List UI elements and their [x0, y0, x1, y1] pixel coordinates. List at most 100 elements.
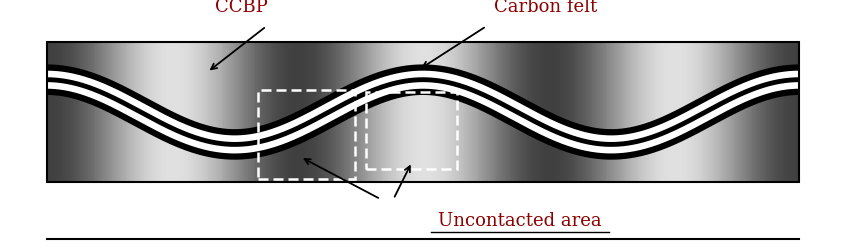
Bar — [269, 42, 272, 182]
Bar — [453, 42, 456, 182]
Bar — [777, 42, 780, 182]
Bar — [480, 42, 482, 182]
Bar — [728, 42, 731, 182]
Bar — [194, 42, 196, 182]
Bar — [764, 42, 766, 182]
Bar — [684, 42, 687, 182]
Bar — [592, 42, 595, 182]
Bar — [105, 42, 107, 182]
Bar — [796, 42, 799, 182]
Bar — [717, 42, 719, 182]
Bar — [82, 42, 85, 182]
Bar — [125, 42, 129, 182]
Bar — [464, 42, 467, 182]
Bar — [102, 42, 104, 182]
Bar — [437, 42, 439, 182]
Bar — [423, 42, 426, 182]
Bar — [675, 42, 678, 182]
Bar — [289, 42, 292, 182]
Bar — [317, 42, 321, 182]
Bar — [163, 42, 166, 182]
Bar — [438, 42, 441, 182]
Bar — [489, 42, 492, 182]
Bar — [239, 42, 241, 182]
Bar — [711, 42, 714, 182]
Bar — [756, 42, 759, 182]
Bar — [715, 42, 717, 182]
Bar — [114, 42, 117, 182]
Bar — [463, 42, 465, 182]
Bar — [67, 42, 70, 182]
Bar — [551, 42, 554, 182]
Bar — [157, 42, 160, 182]
Bar — [167, 42, 170, 182]
Bar — [214, 42, 217, 182]
Bar — [724, 42, 727, 182]
Bar — [85, 42, 87, 182]
Bar — [536, 42, 539, 182]
Bar — [320, 42, 322, 182]
Bar — [397, 42, 399, 182]
Bar — [156, 42, 158, 182]
Bar — [323, 42, 326, 182]
Bar — [718, 42, 722, 182]
Bar — [775, 42, 777, 182]
Bar — [389, 42, 392, 182]
Bar — [672, 42, 674, 182]
Bar — [546, 42, 548, 182]
Bar — [635, 42, 639, 182]
Bar — [116, 42, 119, 182]
Bar — [655, 42, 657, 182]
Bar — [233, 42, 235, 182]
Bar — [587, 42, 590, 182]
Bar — [698, 42, 700, 182]
Bar — [228, 42, 230, 182]
Bar — [721, 42, 723, 182]
Bar — [223, 42, 226, 182]
Bar — [735, 42, 739, 182]
Bar — [400, 42, 404, 182]
Bar — [50, 42, 53, 182]
Bar — [86, 42, 89, 182]
Bar — [128, 42, 130, 182]
Bar — [299, 42, 301, 182]
Bar — [97, 42, 100, 182]
Bar — [629, 42, 631, 182]
Bar — [767, 42, 770, 182]
Bar — [337, 42, 339, 182]
Bar — [431, 42, 433, 182]
Bar — [541, 42, 544, 182]
Bar — [773, 42, 776, 182]
Bar — [179, 42, 181, 182]
Bar — [203, 42, 206, 182]
Bar — [788, 42, 791, 182]
Bar — [621, 42, 624, 182]
Bar — [120, 42, 123, 182]
Bar — [118, 42, 121, 182]
Bar — [354, 42, 356, 182]
Bar — [498, 42, 501, 182]
Bar — [598, 42, 601, 182]
Bar — [382, 42, 384, 182]
Bar — [474, 42, 476, 182]
Bar — [291, 42, 294, 182]
Bar — [177, 42, 179, 182]
Bar — [495, 42, 497, 182]
Bar — [738, 42, 740, 182]
Bar — [517, 42, 519, 182]
Bar — [276, 42, 279, 182]
Bar — [656, 42, 659, 182]
Bar — [459, 42, 462, 182]
Bar — [786, 42, 789, 182]
Bar — [540, 42, 542, 182]
Bar — [182, 42, 184, 182]
Bar — [790, 42, 793, 182]
Bar — [395, 42, 398, 182]
Bar — [529, 42, 531, 182]
Bar — [404, 42, 407, 182]
Bar — [180, 42, 183, 182]
Bar — [305, 42, 307, 182]
Bar — [649, 42, 651, 182]
Bar — [677, 42, 680, 182]
Bar — [643, 42, 646, 182]
